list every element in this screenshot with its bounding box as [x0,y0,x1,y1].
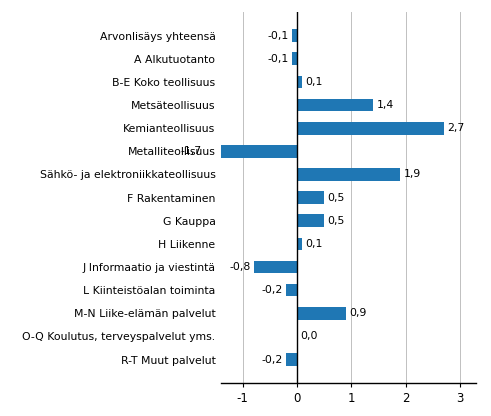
Bar [297,191,324,204]
Text: 1,9: 1,9 [404,169,421,179]
Text: -0,8: -0,8 [229,262,250,272]
Text: 0,9: 0,9 [349,308,366,318]
Bar [286,353,297,366]
Text: 0,1: 0,1 [306,239,323,249]
Text: -0,1: -0,1 [267,31,288,41]
Bar [292,52,297,65]
Bar [297,214,324,227]
Text: 0,1: 0,1 [306,77,323,87]
Bar [253,261,297,273]
Bar [297,238,302,250]
Bar [297,99,373,111]
Bar [205,145,297,158]
Text: -0,2: -0,2 [262,285,283,295]
Text: 2,7: 2,7 [447,123,464,133]
Text: -1,7: -1,7 [180,146,201,156]
Bar [297,307,346,319]
Text: 0,5: 0,5 [327,193,345,203]
Text: 1,4: 1,4 [376,100,394,110]
Bar [297,168,400,181]
Bar [292,29,297,42]
Bar [297,122,444,134]
Text: -0,2: -0,2 [262,354,283,364]
Text: 0,5: 0,5 [327,216,345,226]
Text: 0,0: 0,0 [300,332,318,342]
Bar [297,76,302,88]
Bar [286,284,297,297]
Text: -0,1: -0,1 [267,54,288,64]
